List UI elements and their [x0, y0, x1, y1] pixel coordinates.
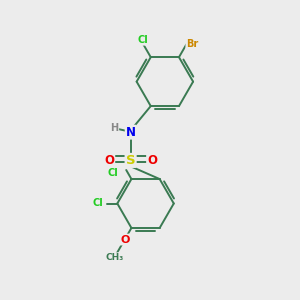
Text: N: N	[126, 126, 136, 139]
Text: O: O	[120, 235, 129, 244]
Text: H: H	[110, 123, 118, 133]
Text: Cl: Cl	[138, 35, 149, 45]
Text: O: O	[147, 154, 157, 167]
Text: Br: Br	[186, 39, 199, 49]
Text: Cl: Cl	[108, 167, 118, 178]
Text: S: S	[126, 154, 136, 167]
Text: CH₃: CH₃	[106, 253, 124, 262]
Text: O: O	[104, 154, 114, 167]
Text: Cl: Cl	[92, 199, 103, 208]
